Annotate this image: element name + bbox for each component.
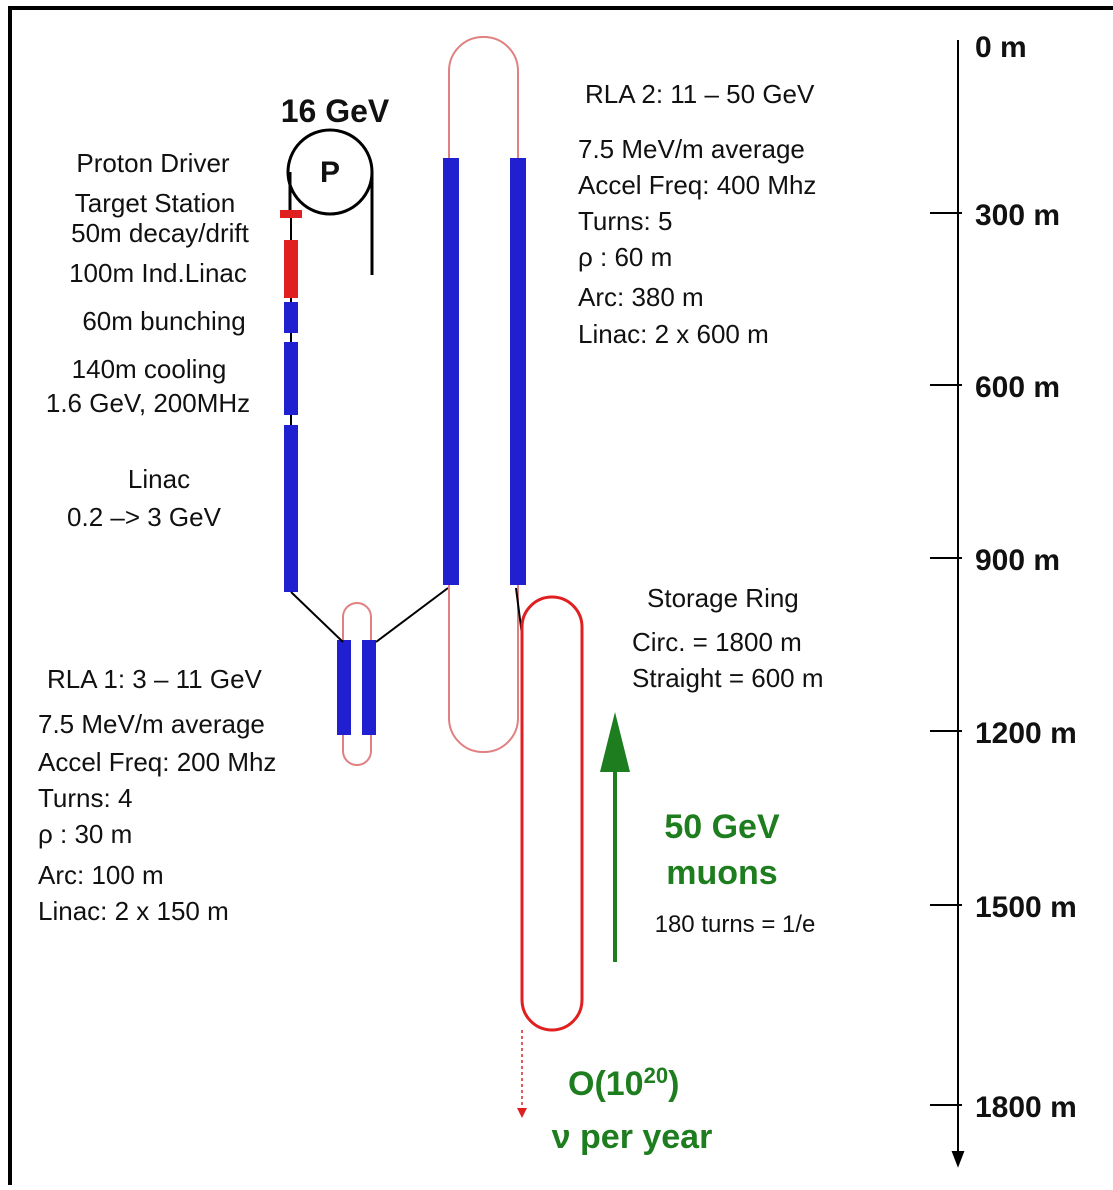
rla2-ring (443, 36, 526, 753)
muon-label: muons (666, 854, 777, 892)
front-end-label: Proton Driver (76, 148, 229, 178)
storage-ring (517, 595, 584, 1118)
storage-label: Storage Ring (647, 583, 799, 613)
ring-label: P (320, 156, 340, 189)
scale-label: 600 m (975, 371, 1060, 404)
scale-ticks: 0 m 300 m 600 m 900 m 1200 m 1500 m 1800 m (930, 31, 1077, 1124)
front-end-label: Linac (128, 464, 190, 494)
neutrino-flux: O(1020) (568, 1063, 679, 1103)
storage-labels: Storage Ring Circ. = 1800 m Straight = 600… (632, 583, 824, 693)
rla1-ring (290, 587, 449, 766)
rla2-label: Arc: 380 m (578, 282, 704, 312)
scale-label: 0 m (975, 31, 1027, 64)
scale-label: 300 m (975, 199, 1060, 232)
front-end-label: 50m decay/drift (71, 218, 250, 248)
rla2-label: Linac: 2 x 600 m (578, 319, 769, 349)
front-end-label: 0.2 –> 3 GeV (67, 502, 222, 532)
neutrino-rate: ν per year (552, 1118, 713, 1156)
muon-turns: 180 turns = 1/e (655, 911, 816, 938)
scale-label: 1200 m (975, 717, 1077, 750)
proton-ring (286, 128, 374, 275)
flux-prefix: O(10 (568, 1065, 644, 1103)
rla2-label: Accel Freq: 400 Mhz (578, 170, 816, 200)
front-end-label: Target Station (75, 188, 235, 218)
front-end-label: 1.6 GeV, 200MHz (46, 388, 250, 418)
proton-energy: 16 GeV (281, 93, 390, 129)
rla2-label: RLA 2: 11 – 50 GeV (585, 79, 815, 109)
rla2-label: Turns: 5 (578, 206, 672, 236)
muon-energy: 50 GeV (664, 808, 780, 846)
flux-suffix: ) (668, 1065, 679, 1103)
rla1-label: Accel Freq: 200 Mhz (38, 747, 276, 777)
scale-label: 900 m (975, 544, 1060, 577)
rla2-labels: RLA 2: 11 – 50 GeV 7.5 MeV/m average Accel… (578, 79, 816, 349)
rla1-label: ρ : 30 m (38, 819, 132, 849)
storage-label: Circ. = 1800 m (632, 627, 802, 657)
rla1-labels: RLA 1: 3 – 11 GeV 7.5 MeV/m average Accel … (38, 664, 276, 926)
rla1-label: Arc: 100 m (38, 860, 164, 890)
flux-exponent: 20 (644, 1063, 668, 1088)
muon-arrow (600, 712, 630, 962)
front-end-label: 100m Ind.Linac (69, 258, 247, 288)
front-end-line (280, 210, 302, 592)
scale (951, 40, 965, 1168)
rla1-label: RLA 1: 3 – 11 GeV (47, 664, 263, 694)
scale-label: 1800 m (975, 1091, 1077, 1124)
front-end-label: 60m bunching (82, 306, 245, 336)
rla2-label: ρ : 60 m (578, 242, 672, 272)
rla1-label: 7.5 MeV/m average (38, 709, 265, 739)
frame (8, 6, 1113, 1185)
rla2-label: 7.5 MeV/m average (578, 134, 805, 164)
rla1-label: Turns: 4 (38, 783, 132, 813)
storage-label: Straight = 600 m (632, 663, 824, 693)
rla1-label: Linac: 2 x 150 m (38, 896, 229, 926)
front-end-label: 140m cooling (72, 354, 227, 384)
scale-label: 1500 m (975, 891, 1077, 924)
